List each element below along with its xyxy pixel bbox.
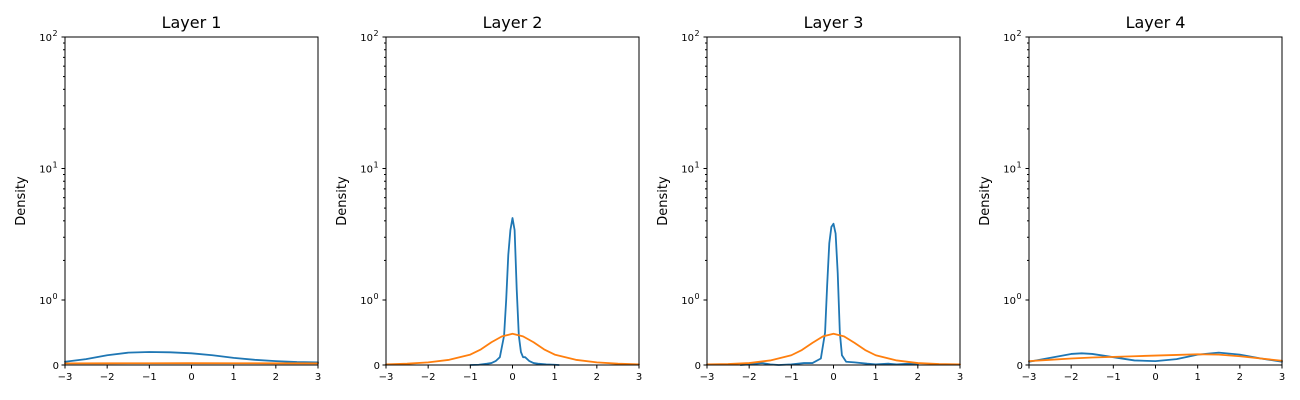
y-tick-label: 0: [374, 361, 380, 372]
y-tick-exponent: 0: [53, 292, 58, 301]
series-line-1: [64, 351, 319, 364]
y-tick-exponent: 0: [374, 292, 379, 301]
axes-frame: [385, 36, 640, 366]
x-tick-label: 2: [1237, 372, 1243, 383]
x-tick-label: 0: [1152, 372, 1158, 383]
x-tick-label: −1: [784, 372, 799, 383]
series-line-1: [1028, 351, 1283, 363]
y-tick-exponent: 2: [1017, 29, 1022, 38]
x-tick-label: −1: [463, 372, 478, 383]
x-tick-label: −3: [379, 372, 394, 383]
y-tick-label: 0: [53, 361, 59, 372]
axes-frame: [706, 36, 961, 366]
x-tick-label: 0: [509, 372, 515, 383]
series-line-1: [469, 217, 560, 366]
x-tick-label: 2: [915, 372, 921, 383]
y-tick-exponent: 1: [695, 161, 700, 170]
x-tick-label: 0: [830, 372, 836, 383]
y-axis-label: Density: [656, 176, 671, 226]
x-tick-label: 3: [636, 372, 642, 383]
x-tick-label: −2: [1064, 372, 1079, 383]
y-axis-label: Density: [335, 176, 350, 226]
y-tick-label: 10: [39, 165, 52, 176]
series-line-2: [706, 332, 961, 366]
series-line-1: [739, 222, 919, 366]
y-tick-label: 10: [681, 165, 694, 176]
panel-title: Layer 4: [1126, 13, 1186, 32]
x-tick-label: −1: [142, 372, 157, 383]
y-tick-exponent: 1: [374, 161, 379, 170]
y-tick-label: 10: [39, 33, 52, 44]
x-tick-label: −2: [742, 372, 757, 383]
x-tick-label: 3: [315, 372, 321, 383]
x-tick-label: 0: [188, 372, 194, 383]
x-tick-label: −3: [700, 372, 715, 383]
y-tick-label: 10: [1003, 165, 1016, 176]
series-line-2: [1028, 353, 1283, 363]
y-tick-label: 10: [681, 33, 694, 44]
x-tick-label: −3: [58, 372, 73, 383]
x-tick-label: −2: [100, 372, 115, 383]
x-tick-label: 3: [957, 372, 963, 383]
axes-frame: [1028, 36, 1283, 366]
panel-title: Layer 1: [162, 13, 222, 32]
x-tick-label: −3: [1022, 372, 1037, 383]
y-tick-label: 10: [1003, 33, 1016, 44]
x-tick-label: −1: [1106, 372, 1121, 383]
series-line-2: [385, 332, 640, 366]
panel-title: Layer 3: [804, 13, 864, 32]
y-tick-exponent: 2: [374, 29, 379, 38]
y-axis-label: Density: [978, 176, 993, 226]
panel-title: Layer 2: [483, 13, 543, 32]
y-tick-label: 10: [360, 296, 373, 307]
y-tick-label: 10: [1003, 296, 1016, 307]
x-tick-label: 3: [1279, 372, 1285, 383]
y-tick-exponent: 0: [1017, 292, 1022, 301]
y-tick-exponent: 0: [695, 292, 700, 301]
x-tick-label: 2: [273, 372, 279, 383]
y-axis-label: Density: [14, 176, 29, 226]
y-tick-exponent: 2: [53, 29, 58, 38]
x-tick-label: 2: [594, 372, 600, 383]
x-tick-label: 1: [551, 372, 557, 383]
y-tick-label: 0: [695, 361, 701, 372]
y-tick-exponent: 1: [1017, 161, 1022, 170]
x-tick-label: 1: [872, 372, 878, 383]
y-tick-label: 10: [360, 33, 373, 44]
axes-frame: [64, 36, 319, 366]
y-tick-exponent: 2: [695, 29, 700, 38]
y-tick-exponent: 1: [53, 161, 58, 170]
x-tick-label: −2: [421, 372, 436, 383]
y-tick-label: 10: [39, 296, 52, 307]
x-tick-label: 1: [1194, 372, 1200, 383]
y-tick-label: 10: [360, 165, 373, 176]
x-tick-label: 1: [230, 372, 236, 383]
y-tick-label: 0: [1017, 361, 1023, 372]
y-tick-label: 10: [681, 296, 694, 307]
